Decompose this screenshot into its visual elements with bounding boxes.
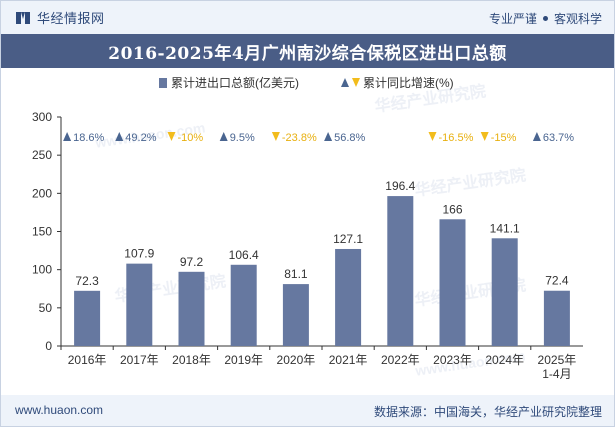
y-tick-label: 100 — [32, 263, 52, 277]
x-tick-label: 2020年 — [277, 353, 316, 367]
growth-down-triangle-icon — [480, 132, 489, 141]
x-tick-label: 2025年 — [538, 353, 577, 367]
top-banner: 华经情报网 专业严谨 客观科学 — [1, 1, 614, 34]
growth-up-triangle-icon — [63, 132, 72, 141]
bar-value-label: 72.4 — [545, 274, 569, 288]
legend-bar-label: 累计进出口总额(亿美元) — [171, 75, 299, 90]
bar — [439, 219, 466, 346]
bar — [126, 263, 153, 346]
growth-up-triangle-icon — [324, 132, 333, 141]
y-tick-label: 50 — [39, 301, 53, 315]
bar — [543, 290, 570, 346]
chart-title: 2016-2025年4月广州南沙综合保税区进出口总额 — [108, 43, 507, 64]
bar-value-label: 106.4 — [229, 248, 259, 262]
bar-value-label: 107.9 — [124, 247, 154, 261]
x-tick-label: 2022年 — [381, 353, 420, 367]
growth-up-triangle-icon — [115, 132, 124, 141]
footer-bar: www.huaon.com 数据来源：中国海关，华经产业研究院整理 — [1, 395, 614, 426]
growth-value-label: 56.8% — [334, 132, 365, 144]
legend-bar-swatch-icon — [159, 78, 167, 88]
x-tick-label: 1-4月 — [542, 367, 571, 381]
bar — [178, 271, 205, 346]
bar — [335, 248, 362, 346]
growth-up-triangle-icon — [219, 132, 228, 141]
bar-value-label: 72.3 — [75, 274, 99, 288]
growth-down-triangle-icon — [428, 132, 437, 141]
title-bar: 2016-2025年4月广州南沙综合保税区进出口总额 — [1, 34, 614, 68]
watermark-text: 华经产业研究院 — [413, 165, 527, 199]
x-tick-label: 2018年 — [172, 353, 211, 367]
y-tick-label: 150 — [32, 225, 52, 239]
growth-value-label: -23.8% — [282, 132, 317, 144]
slogan-left: 专业严谨 — [488, 12, 537, 26]
brand-name: 华经情报网 — [37, 11, 105, 26]
bar — [387, 196, 414, 346]
growth-down-triangle-icon — [271, 132, 280, 141]
footer-url: www.huaon.com — [15, 403, 104, 417]
bar-value-label: 141.1 — [490, 221, 520, 235]
slogan-right: 客观科学 — [553, 12, 602, 26]
x-tick-label: 2023年 — [433, 353, 472, 367]
bar — [491, 238, 518, 346]
growth-up-triangle-icon — [532, 132, 541, 141]
growth-down-triangle-icon — [167, 132, 176, 141]
y-tick-label: 300 — [32, 110, 52, 124]
y-tick-label: 200 — [32, 186, 52, 200]
y-tick-label: 0 — [45, 339, 52, 353]
bar-value-label: 196.4 — [385, 179, 415, 193]
growth-value-label: 63.7% — [543, 132, 574, 144]
x-tick-label: 2021年 — [329, 353, 368, 367]
growth-value-label: -10% — [178, 132, 204, 144]
x-tick-label: 2017年 — [120, 353, 159, 367]
growth-value-label: 18.6% — [73, 132, 104, 144]
bar — [230, 264, 257, 346]
bar-value-label: 127.1 — [333, 232, 363, 246]
brand: 华经情报网 — [15, 8, 105, 27]
bar-value-label: 97.2 — [180, 255, 204, 269]
brand-logo-icon — [16, 11, 30, 24]
legend-growth-label: 累计同比增速(%) — [363, 76, 454, 90]
x-tick-label: 2024年 — [485, 353, 524, 367]
legend-up-triangle-icon — [341, 78, 349, 87]
growth-value-label: 9.5% — [230, 132, 255, 144]
bar — [74, 290, 101, 346]
footer-source: 数据来源：中国海关，华经产业研究院整理 — [373, 405, 602, 419]
bullet-dot-icon — [542, 16, 548, 21]
x-tick-label: 2016年 — [68, 353, 107, 367]
growth-value-label: -15% — [491, 132, 517, 144]
legend-down-triangle-icon — [352, 78, 360, 87]
bar-value-label: 81.1 — [284, 267, 308, 281]
bar-value-label: 166 — [442, 202, 462, 216]
slogan: 专业严谨 客观科学 — [489, 10, 602, 27]
growth-value-label: 49.2% — [125, 132, 156, 144]
growth-value-label: -16.5% — [439, 132, 474, 144]
y-tick-label: 250 — [32, 148, 52, 162]
x-tick-label: 2019年 — [224, 353, 263, 367]
bar — [282, 284, 309, 346]
